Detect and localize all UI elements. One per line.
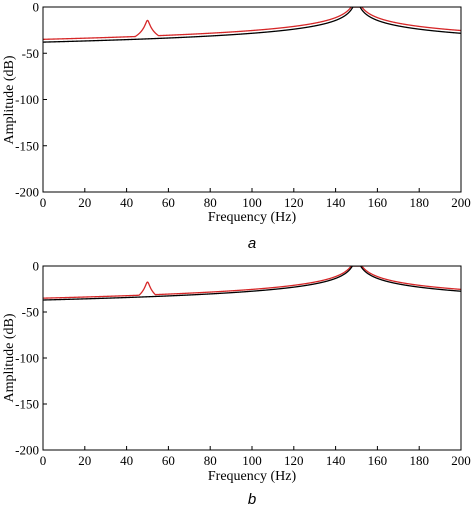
panel-b-x-tick-label: 140 xyxy=(326,453,346,468)
panel-b-y-axis-label: Amplitude (dB) xyxy=(2,313,17,402)
panel-a-x-axis-label: Frequency (Hz) xyxy=(208,210,297,225)
panel-a-x-tick-label: 200 xyxy=(451,195,471,210)
panel-a-x-tick-label: 0 xyxy=(40,195,47,210)
panel-b-axes-frame xyxy=(42,265,462,451)
panel-b-y-tick-label: -100 xyxy=(15,351,39,366)
panel-a-x-tick-label: 140 xyxy=(326,195,346,210)
panel-b-series-black xyxy=(43,266,461,301)
panel-b-y-tick-label: -200 xyxy=(15,443,39,458)
panel-b: 0 20 40 60 80 100 120 140 160 180 200 0 -50 -100 -150… xyxy=(2,259,471,507)
panel-a-series-layer xyxy=(43,7,461,43)
panel-a-letter: a xyxy=(248,235,256,252)
panel-b-y-tick-label: 0 xyxy=(33,259,40,274)
panel-b-x-tick-label: 20 xyxy=(78,453,91,468)
panel-a-y-tick-label: -100 xyxy=(15,92,39,107)
panel-a-x-tick-label: 60 xyxy=(162,195,175,210)
panel-b-x-tick-label: 60 xyxy=(162,453,175,468)
panel-b-series-red xyxy=(43,266,461,299)
panel-a-y-tick-label: 0 xyxy=(33,0,40,15)
panel-b-y-ticks: 0 -50 -100 -150 -200 xyxy=(15,259,47,458)
panel-a-x-tick-label: 40 xyxy=(120,195,133,210)
panel-a-x-ticks: 0 20 40 60 80 100 120 140 160 180 200 xyxy=(40,188,471,210)
panel-a-x-tick-label: 20 xyxy=(78,195,91,210)
panel-a-x-tick-label: 160 xyxy=(368,195,388,210)
panel-a-y-axis-label: Amplitude (dB) xyxy=(2,55,17,144)
panel-b-plot: 0 20 40 60 80 100 120 140 160 180 200 0 -50 -100 -150… xyxy=(15,259,471,469)
panel-b-x-tick-label: 180 xyxy=(409,453,429,468)
panel-a-axes-frame xyxy=(42,6,462,193)
panel-a: 0 20 40 60 80 100 120 140 160 180 200 0 -50 -100 -150… xyxy=(2,0,471,252)
panel-a-x-tick-label: 100 xyxy=(242,195,262,210)
panel-a-y-tick-label: -200 xyxy=(15,185,39,200)
panel-b-x-tick-label: 120 xyxy=(284,453,304,468)
panel-b-y-tick-label: -50 xyxy=(22,305,39,320)
panel-b-x-tick-label: 100 xyxy=(242,453,262,468)
panel-b-x-ticks: 0 20 40 60 80 100 120 140 160 180 200 xyxy=(40,446,471,468)
panel-b-letter: b xyxy=(248,491,256,507)
panel-b-x-tick-label: 40 xyxy=(120,453,133,468)
panel-b-x-axis-label: Frequency (Hz) xyxy=(208,469,297,484)
panel-a-y-tick-label: -50 xyxy=(22,46,39,61)
panel-a-series-red xyxy=(43,7,461,40)
panel-b-y-tick-label: -150 xyxy=(15,397,39,412)
panel-b-x-tick-label: 160 xyxy=(368,453,388,468)
panel-a-plot: 0 20 40 60 80 100 120 140 160 180 200 0 -50 -100 -150… xyxy=(15,0,471,210)
panel-a-y-tick-label: -150 xyxy=(15,138,39,153)
panel-a-y-ticks: 0 -50 -100 -150 -200 xyxy=(15,0,47,200)
panel-a-x-tick-label: 180 xyxy=(409,195,429,210)
panel-b-x-tick-label: 80 xyxy=(204,453,217,468)
panel-b-series-layer xyxy=(43,266,461,301)
panel-b-x-tick-label: 0 xyxy=(40,453,47,468)
panel-a-x-tick-label: 120 xyxy=(284,195,304,210)
panel-a-series-black xyxy=(43,7,461,43)
panel-b-x-tick-label: 200 xyxy=(451,453,471,468)
panel-a-x-tick-label: 80 xyxy=(204,195,217,210)
